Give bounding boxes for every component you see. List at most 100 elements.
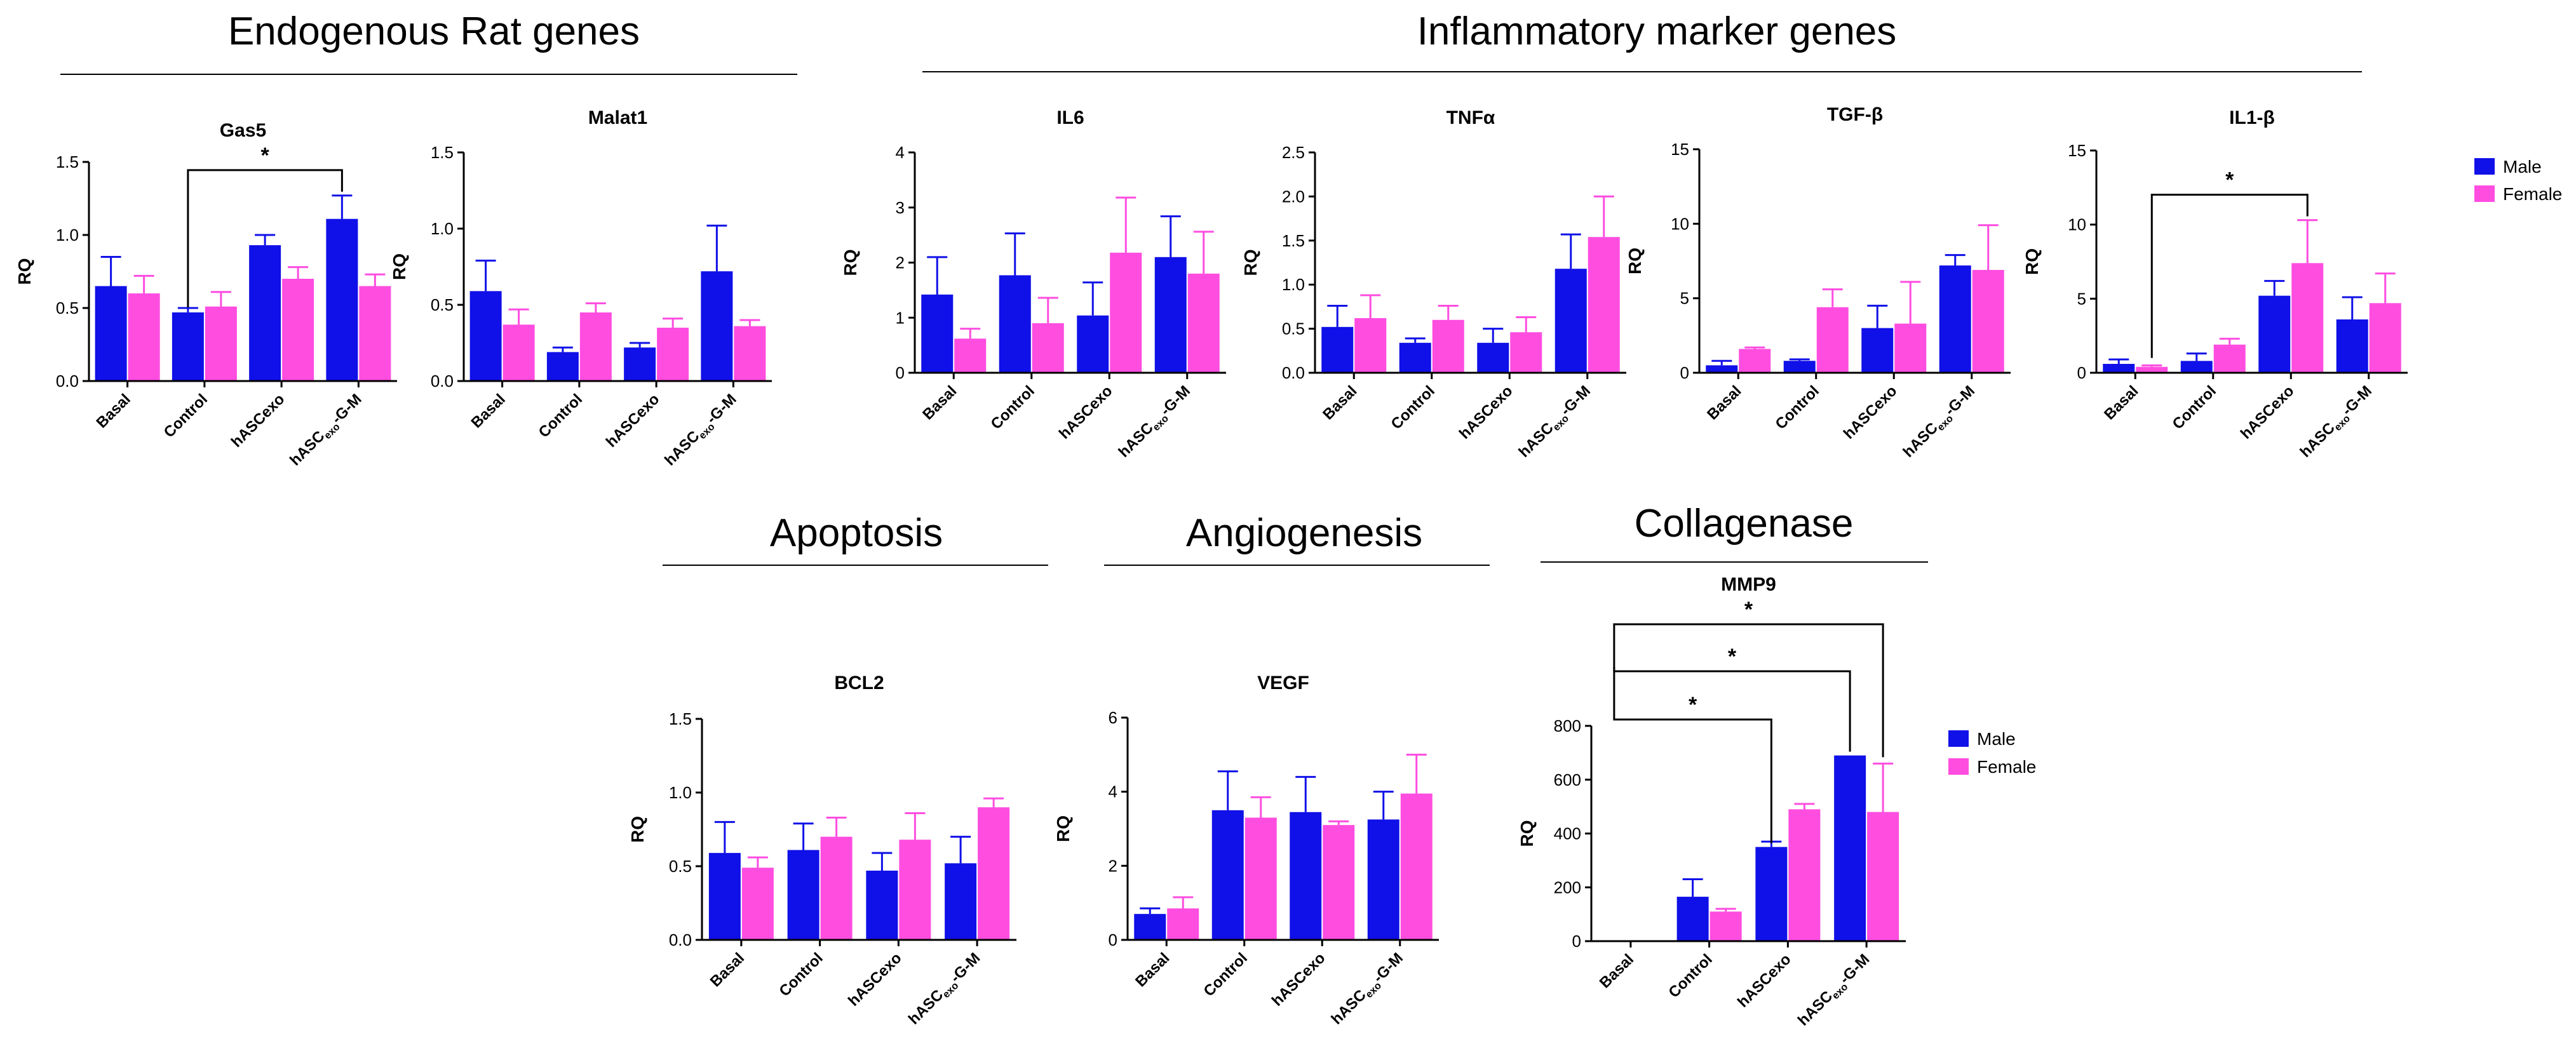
tnfa-ytick-label-4: 2.0 <box>1282 187 1305 206</box>
mmp9-errorbar-female-1 <box>1715 907 1736 912</box>
mmp9-errorbar-female-2 <box>1794 803 1815 810</box>
il1b-errorbar-female-0 <box>2141 364 2162 367</box>
tnfa-ytick-label-3: 1.5 <box>1282 231 1305 250</box>
tnfa-ytick-label-5: 2.5 <box>1282 143 1305 162</box>
il1b-errorbar-female-3 <box>2375 272 2396 304</box>
legend-mmp9: Male Female <box>1948 729 2036 777</box>
malat1-category-label-0: Basal <box>468 391 508 431</box>
malat1-ytick-label-1: 0.5 <box>431 295 454 314</box>
legend-top-female-label: Female <box>2503 184 2562 204</box>
chart-gas5: Gas5 RQ 0.0 0.5 1.0 1.5 Basal Control hASCexohAS… <box>15 120 397 469</box>
tnfa-errorbar-female-0 <box>1360 294 1381 318</box>
il6-errorbar-female-2 <box>1116 196 1136 253</box>
chart-tnfa: TNFα RQ 0.0 0.5 1.0 1.5 2.0 2.5 Basal Control hASC… <box>1241 107 1626 461</box>
il6-errorbar-male-2 <box>1082 281 1103 316</box>
il1b-errorbar-male-3 <box>2342 296 2363 319</box>
il6-ytick-label-3: 3 <box>896 198 905 217</box>
malat1-category-label-3: hASCexo-G-M <box>661 391 741 471</box>
bcl2-bar-female-2 <box>899 840 931 940</box>
vegf-errorbar-female-3 <box>1406 753 1427 794</box>
il1b-category-label-0: Basal <box>2101 382 2141 423</box>
il6-errorbar-male-1 <box>1004 232 1025 276</box>
legend-mmp9-male-swatch <box>1948 730 1969 747</box>
il1b-category-label-2: hASCexo <box>2237 382 2298 443</box>
tnfa-ylabel: RQ <box>1241 250 1260 276</box>
vegf-errorbar-male-3 <box>1373 791 1394 820</box>
il6-bar-male-3 <box>1154 257 1187 373</box>
vegf-errorbar-female-1 <box>1250 796 1271 818</box>
mmp9-ytick-label-0: 0 <box>1572 932 1581 951</box>
tgfb-title: TGF-β <box>1827 104 1883 125</box>
bcl2-bar-female-1 <box>820 836 853 940</box>
tnfa-ytick-label-2: 1.0 <box>1282 275 1305 294</box>
tnfa-bar-female-0 <box>1354 318 1387 373</box>
il6-errorbar-female-0 <box>960 328 981 339</box>
il1b-title: IL1-β <box>2229 107 2275 128</box>
gas5-ytick-label-1: 0.5 <box>56 298 79 318</box>
tnfa-ytick-label-0: 0.0 <box>1282 363 1305 382</box>
mmp9-bar-female-3 <box>1867 812 1899 941</box>
bcl2-errorbar-male-1 <box>793 822 814 850</box>
tnfa-errorbar-male-2 <box>1483 328 1504 343</box>
il1b-ytick-label-2: 10 <box>2068 215 2086 234</box>
mmp9-ylabel: RQ <box>1517 820 1537 847</box>
tgfb-bar-male-1 <box>1783 361 1816 373</box>
il1b-significance-bracket-0 <box>2150 194 2309 358</box>
bcl2-category-label-1: Control <box>776 949 826 1000</box>
il1b-ylabel: RQ <box>2022 248 2042 275</box>
mmp9-significance-bracket-2 <box>1613 623 1884 758</box>
tgfb-errorbar-female-0 <box>1744 346 1765 349</box>
chart-bcl2: BCL2 RQ 0.0 0.5 1.0 1.5 Basal Control hASCexo hAS… <box>628 673 1016 1028</box>
il1b-errorbar-female-1 <box>2219 337 2240 345</box>
tnfa-bar-male-1 <box>1399 342 1431 373</box>
il1b-errorbar-male-2 <box>2264 279 2285 296</box>
mmp9-bar-male-1 <box>1676 897 1709 941</box>
vegf-bar-female-2 <box>1323 825 1355 940</box>
malat1-bar-female-2 <box>657 328 689 381</box>
section-title-inflammatory: Inflammatory marker genes <box>1417 10 1897 53</box>
legend-top-male-label: Male <box>2503 157 2542 177</box>
tgfb-errorbar-male-1 <box>1789 358 1810 361</box>
malat1-ytick-label-0: 0.0 <box>431 372 454 391</box>
gas5-errorbar-female-2 <box>288 266 309 279</box>
tnfa-ytick-label-1: 0.5 <box>1282 319 1305 338</box>
bcl2-errorbar-female-0 <box>747 856 768 868</box>
il1b-bar-female-1 <box>2213 344 2246 373</box>
tgfb-errorbar-female-3 <box>1978 224 1999 271</box>
gas5-ytick-label-2: 1.0 <box>56 225 79 244</box>
malat1-errorbar-female-1 <box>585 302 606 312</box>
chart-malat1: Malat1 RQ 0.0 0.5 1.0 1.5 Basal Control hASCexoh… <box>389 107 772 471</box>
mmp9-category-label-2: hASCexo <box>1734 951 1795 1011</box>
il1b-ytick-label-1: 5 <box>2077 289 2086 308</box>
il1b-ytick-label-3: 15 <box>2068 141 2086 160</box>
vegf-bar-female-1 <box>1244 817 1277 940</box>
il6-title: IL6 <box>1056 107 1084 128</box>
malat1-title: Malat1 <box>588 107 647 128</box>
mmp9-bar-male-3 <box>1834 755 1866 941</box>
mmp9-errorbar-male-1 <box>1682 878 1703 897</box>
bcl2-errorbar-female-2 <box>905 812 926 840</box>
tgfb-errorbar-female-1 <box>1822 288 1843 307</box>
gas5-errorbar-female-3 <box>365 273 386 286</box>
bcl2-errorbar-male-2 <box>872 852 893 871</box>
mmp9-title: MMP9 <box>1721 574 1776 595</box>
il6-bar-female-1 <box>1032 323 1064 373</box>
il6-bar-female-0 <box>954 338 987 373</box>
gas5-significance-bracket-0 <box>187 169 343 307</box>
chart-vegf: VEGF RQ 0 2 4 6 Basal Control hASCexo hASCexo-G-M <box>1053 673 1439 1028</box>
vegf-errorbar-female-0 <box>1173 896 1194 909</box>
il6-errorbar-male-0 <box>927 256 948 295</box>
tgfb-errorbar-male-3 <box>1945 254 1966 266</box>
gas5-errorbar-female-1 <box>210 291 231 307</box>
bcl2-ytick-label-3: 1.5 <box>669 709 692 728</box>
vegf-bar-female-3 <box>1400 793 1433 940</box>
il1b-significance-star-0: * <box>2225 168 2234 192</box>
il6-bar-female-2 <box>1110 252 1142 373</box>
bcl2-ytick-label-0: 0.0 <box>669 930 692 949</box>
mmp9-significance-star-0: * <box>1689 693 1697 717</box>
bcl2-category-label-2: hASCexo <box>845 949 905 1010</box>
il1b-category-label-3: hASCexo-G-M <box>2297 382 2377 462</box>
bcl2-title: BCL2 <box>834 673 884 693</box>
il6-errorbar-male-3 <box>1160 215 1181 257</box>
chart-tgfb: TGF-β RQ 0 5 10 15 Basal Control hASCexo hASCexo-… <box>1625 104 2011 461</box>
